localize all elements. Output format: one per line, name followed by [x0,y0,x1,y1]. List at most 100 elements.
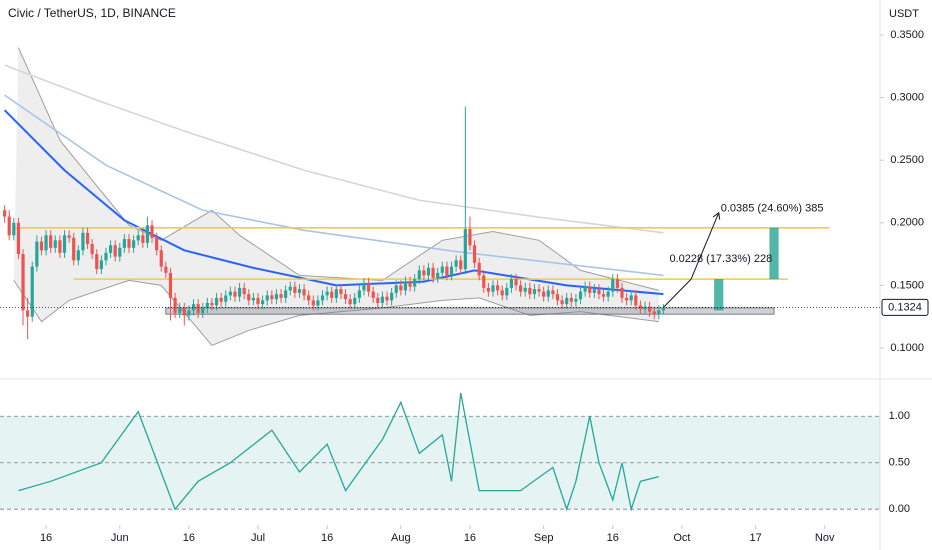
x-tick-label: Jun [111,532,129,544]
x-tick-label: Aug [391,532,411,544]
candle-body [178,307,182,313]
candle-body [62,235,67,253]
moving-average [3,109,664,296]
candle-body [233,291,237,297]
arrow-head [712,211,721,220]
x-tick-label: Oct [673,532,690,544]
candle-body [307,295,311,301]
candle-body [638,305,643,310]
candle-body [353,297,357,305]
candle-body [261,300,265,305]
candle-body [403,281,408,291]
moving-average [4,64,664,234]
candle-body [191,304,196,311]
candle-body [537,289,541,292]
candle-body [514,279,518,286]
x-tick-label: 16 [464,532,476,544]
candle-body [661,307,666,311]
candle-body [569,297,573,302]
candle-body [523,287,527,292]
candle-body [592,289,596,293]
candle-body [454,260,458,267]
candle-body [279,294,283,298]
candle-body [141,235,145,243]
candle-body [629,295,633,301]
candle-body [67,235,71,238]
candle-body [472,245,477,263]
candle-body [39,241,44,251]
candle-body [343,294,348,300]
candle-body [35,241,39,267]
candle-body [72,237,76,261]
candle-body [528,287,532,295]
candle-body [182,307,186,316]
candle-body [348,299,352,305]
candle-body [7,216,11,236]
candle-body [44,235,48,251]
y-tick-label: 0.2000 [890,217,924,229]
candle-body [597,289,601,295]
candle-body [417,270,421,280]
candle-body [394,285,398,293]
candle-body [122,239,126,248]
band-upper [17,47,659,291]
candle-body [30,266,34,317]
candle-body [500,290,504,296]
candle-body [615,279,619,288]
candle-body [95,254,99,270]
candle-body [85,232,90,245]
candle-body [127,239,131,248]
candle-body [426,267,431,276]
candle-body [104,252,108,261]
target-bar [714,279,724,311]
x-tick-label: 16 [183,532,195,544]
candle-body [26,310,30,317]
projection-label: 0.0385 (24.60%) 385 [721,203,824,215]
candle-body [468,229,472,246]
projection-arrow [690,212,720,280]
candle-body [449,266,454,276]
candle-body [643,306,647,310]
candle-body [136,235,140,241]
support-zone [165,307,775,315]
candle-body [118,247,122,257]
target-bar [769,227,779,280]
chart-title: Civic / TetherUS, 1D, BINANCE [8,6,176,20]
candle-body [376,297,380,303]
candle-body [247,294,251,301]
projection-arrow [663,278,692,308]
moving-average [4,94,664,277]
candle-body [422,270,426,276]
x-tick-label: 17 [749,532,761,544]
candle-body [459,260,463,270]
candle-body [546,290,550,297]
candle-body [463,229,467,270]
candle-body [652,311,656,315]
candle-body [12,222,16,236]
candle-body [588,286,592,293]
candle-body [164,266,168,273]
candle-body [583,286,587,292]
candle-body [145,225,150,243]
candle-body [357,290,361,298]
x-tick-label: Sep [534,532,554,544]
candle-body [482,275,486,288]
candle-body [16,222,21,255]
candle-body [477,262,481,276]
candle-body [205,302,209,308]
candle-body [390,292,394,301]
candle-body [366,282,371,292]
candle-body [265,295,269,301]
x-tick-label: Jul [251,532,265,544]
candle-body [316,300,320,306]
candle-body [578,291,583,300]
candle-body [228,291,232,296]
candle-body [113,245,117,257]
candle-body [210,302,214,306]
candle-body [201,307,205,313]
candle-body [491,285,495,292]
candle-body [509,279,514,288]
candle-body [657,310,661,315]
candle-body [90,244,94,255]
candle-body [99,260,103,270]
